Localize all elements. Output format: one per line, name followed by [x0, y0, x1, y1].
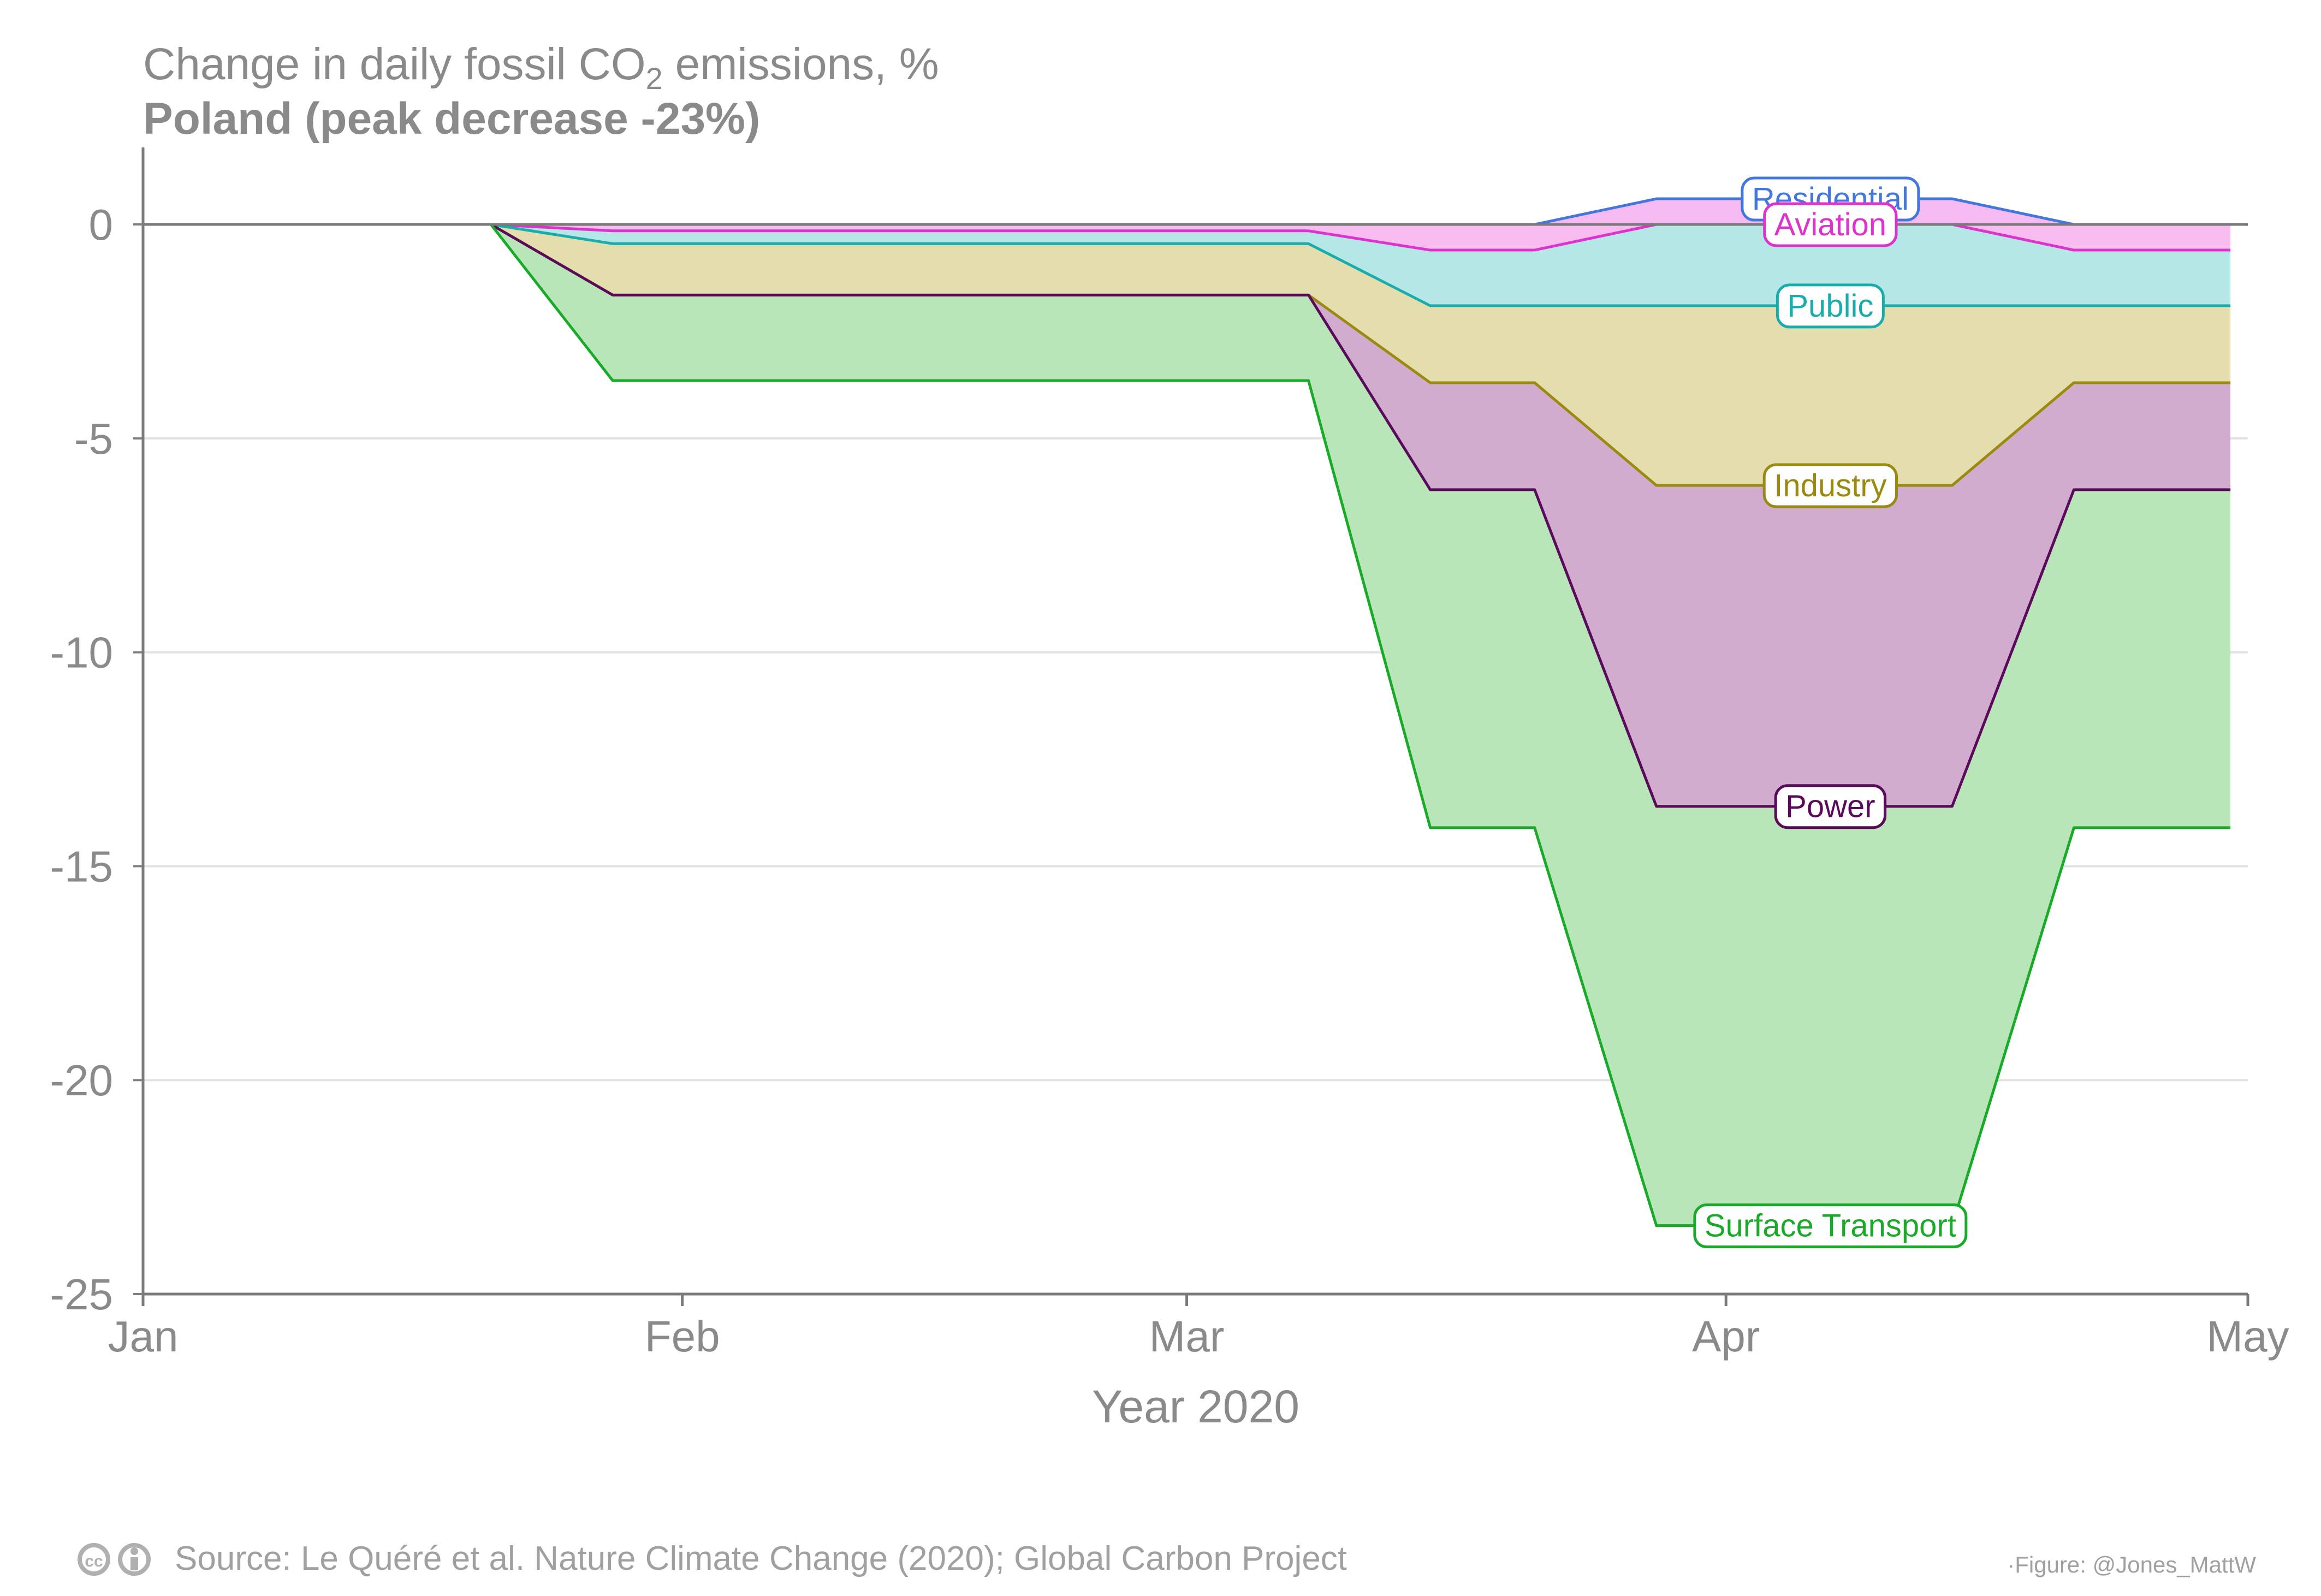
line-surface-transport [143, 223, 2231, 1227]
license-icons: cc [78, 1543, 151, 1576]
by-person-icon [118, 1543, 151, 1576]
svg-text:cc: cc [85, 1552, 103, 1570]
chart-title-part: emissions, % [663, 39, 939, 89]
label-box [1774, 784, 1887, 829]
label-box [1762, 463, 1898, 508]
y-tick-label: -25 [50, 1270, 113, 1319]
chart-subtitle: Poland (peak decrease -23%) [143, 94, 760, 144]
figure-credit: ·Figure: @Jones_MattW [2007, 1552, 2256, 1577]
series-label-surface-transport: Surface Transport [1693, 1203, 1968, 1249]
line-aviation [143, 223, 2231, 252]
x-tick-label: Apr [1692, 1312, 1760, 1361]
y-tick-label: -20 [50, 1056, 113, 1105]
chart-title: Change in daily fossil CO2 emissions, % [143, 39, 939, 96]
label-text: Power [1785, 789, 1875, 824]
series-label-industry: Industry [1762, 463, 1898, 508]
stacked-areas [143, 199, 2231, 1226]
source-note: Source: Le Quéré et al. Nature Climate C… [175, 1540, 1347, 1577]
series-label-public: Public [1776, 283, 1885, 329]
x-axis-title: Year 2020 [1092, 1381, 1299, 1432]
label-box [1763, 202, 1898, 247]
x-tick-label: May [2206, 1312, 2289, 1361]
chart-title-subscript: 2 [646, 61, 663, 96]
y-tick-label: -5 [74, 414, 113, 463]
cc-icon: cc [78, 1543, 110, 1576]
line-public [143, 223, 2231, 307]
x-tick-label: Feb [645, 1312, 720, 1361]
chart-title-part: Change in daily fossil CO [143, 39, 646, 89]
y-tick-label: 0 [89, 200, 114, 249]
area-surface-transport [143, 224, 2231, 1226]
area-public [143, 224, 2231, 306]
series-label-power: Power [1774, 784, 1887, 829]
label-text: Industry [1774, 468, 1886, 503]
line-power [143, 223, 2231, 808]
area-industry [143, 224, 2231, 486]
area-power [143, 224, 2231, 806]
label-text: Public [1787, 288, 1873, 324]
series-label-aviation: Aviation [1763, 202, 1898, 247]
label-text: Aviation [1774, 207, 1886, 242]
label-box [1776, 283, 1885, 329]
label-box [1693, 1203, 1968, 1249]
x-tick-label: Mar [1149, 1312, 1225, 1361]
x-tick-label: Jan [108, 1312, 179, 1361]
label-text: Surface Transport [1705, 1208, 1956, 1244]
y-tick-label: -10 [50, 628, 113, 677]
series-labels: ResidentialAviationPublicIndustryPowerSu… [1693, 176, 1968, 1249]
y-tick-label: -15 [50, 842, 113, 891]
